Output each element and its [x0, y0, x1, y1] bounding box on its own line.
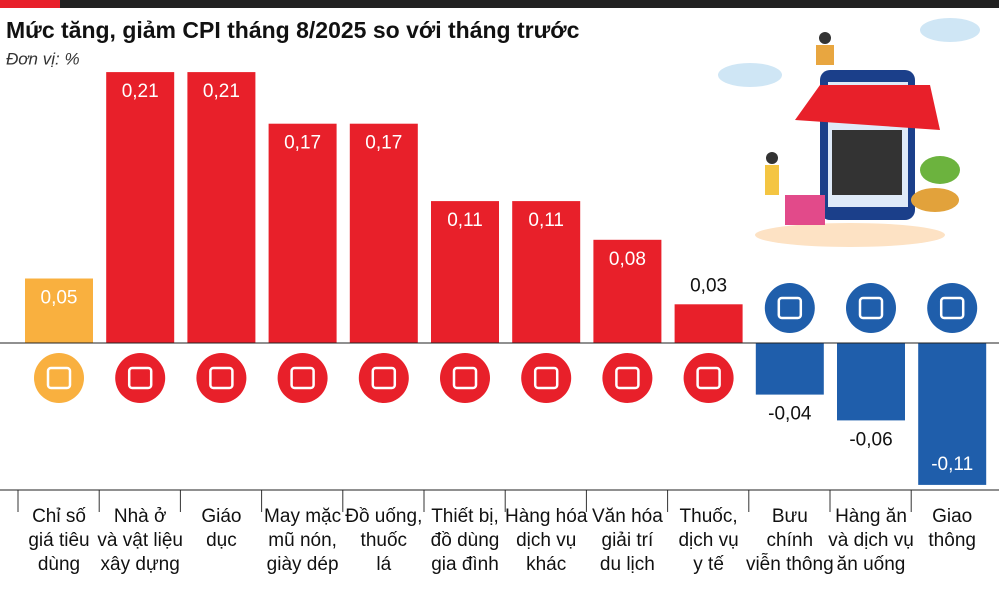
x-tick-label: Nhà ở và vật liệu xây dựng: [97, 506, 183, 575]
value-label: -0,06: [849, 429, 892, 450]
icon-glyph: [209, 366, 234, 390]
x-tick-label: Hàng ăn và dịch vụ ăn uống: [828, 506, 914, 575]
top-band: [0, 0, 999, 8]
value-label: 0,21: [203, 81, 240, 102]
x-tick-label: Hàng hóa dịch vụ khác: [504, 506, 588, 575]
icon-glyph: [615, 366, 640, 390]
bar: [674, 304, 743, 343]
icon-glyph: [696, 366, 721, 390]
x-tick-label: Thuốc, dịch vụ y tế: [678, 506, 739, 575]
icon-glyph: [371, 366, 397, 390]
icon-glyph: [533, 366, 559, 390]
icon-glyph: [452, 366, 478, 390]
icon-glyph: [46, 366, 72, 390]
bar: [755, 343, 824, 395]
icon-glyph: [127, 366, 153, 390]
icon-glyph: [858, 296, 884, 320]
category-icon: [846, 283, 896, 333]
bar: [918, 343, 987, 485]
x-tick-label: Đồ uống, thuốc lá: [345, 506, 423, 575]
category-icon: [602, 353, 653, 403]
category-icon: [764, 283, 815, 333]
x-tick-label: Thiết bị, đồ dùng gia đình: [430, 506, 500, 575]
x-tick-label: May mặc mũ nón, giày dép: [264, 506, 342, 575]
value-label: 0,11: [447, 210, 483, 231]
icon-glyph: [290, 366, 315, 390]
bar: [512, 201, 581, 343]
value-label: 0,05: [41, 288, 78, 309]
value-label: -0,04: [768, 404, 812, 425]
bar: [268, 123, 337, 343]
x-tick-label: Chỉ số giá tiêu dùng: [28, 506, 90, 575]
category-icon: [440, 353, 490, 403]
category-icon: [115, 353, 166, 403]
value-label: 0,08: [609, 249, 646, 270]
category-icon: [521, 353, 572, 403]
bar: [593, 239, 662, 343]
value-label: 0,21: [122, 81, 159, 102]
bar: [837, 343, 905, 421]
bar: [187, 72, 256, 343]
chart-subtitle: Đơn vị: %: [6, 49, 80, 68]
category-icon: [927, 283, 978, 333]
chart-title: Mức tăng, giảm CPI tháng 8/2025 so với t…: [6, 17, 580, 43]
icon-glyph: [939, 296, 965, 320]
x-tick-label: Giao thông: [928, 506, 976, 551]
category-icon: [683, 353, 734, 403]
value-label: 0,03: [690, 275, 727, 296]
bar: [349, 123, 418, 343]
illustration: [718, 18, 980, 247]
x-tick-label: Giáo dục: [201, 506, 242, 551]
bar: [106, 72, 175, 343]
bar: [431, 201, 499, 343]
value-label: -0,11: [931, 454, 973, 475]
category-icon: [277, 353, 328, 403]
value-label: 0,17: [365, 133, 402, 154]
category-icon: [34, 353, 84, 403]
value-label: 0,17: [284, 133, 321, 154]
icon-glyph: [777, 296, 803, 320]
category-icon: [358, 353, 409, 403]
bar: [25, 278, 93, 343]
top-accent: [0, 0, 60, 8]
x-tick-label: Văn hóa giải trí du lịch: [591, 506, 663, 575]
value-label: 0,11: [528, 210, 564, 231]
x-tick-label: Bưu chính viễn thông: [745, 506, 834, 575]
category-icon: [196, 353, 247, 403]
